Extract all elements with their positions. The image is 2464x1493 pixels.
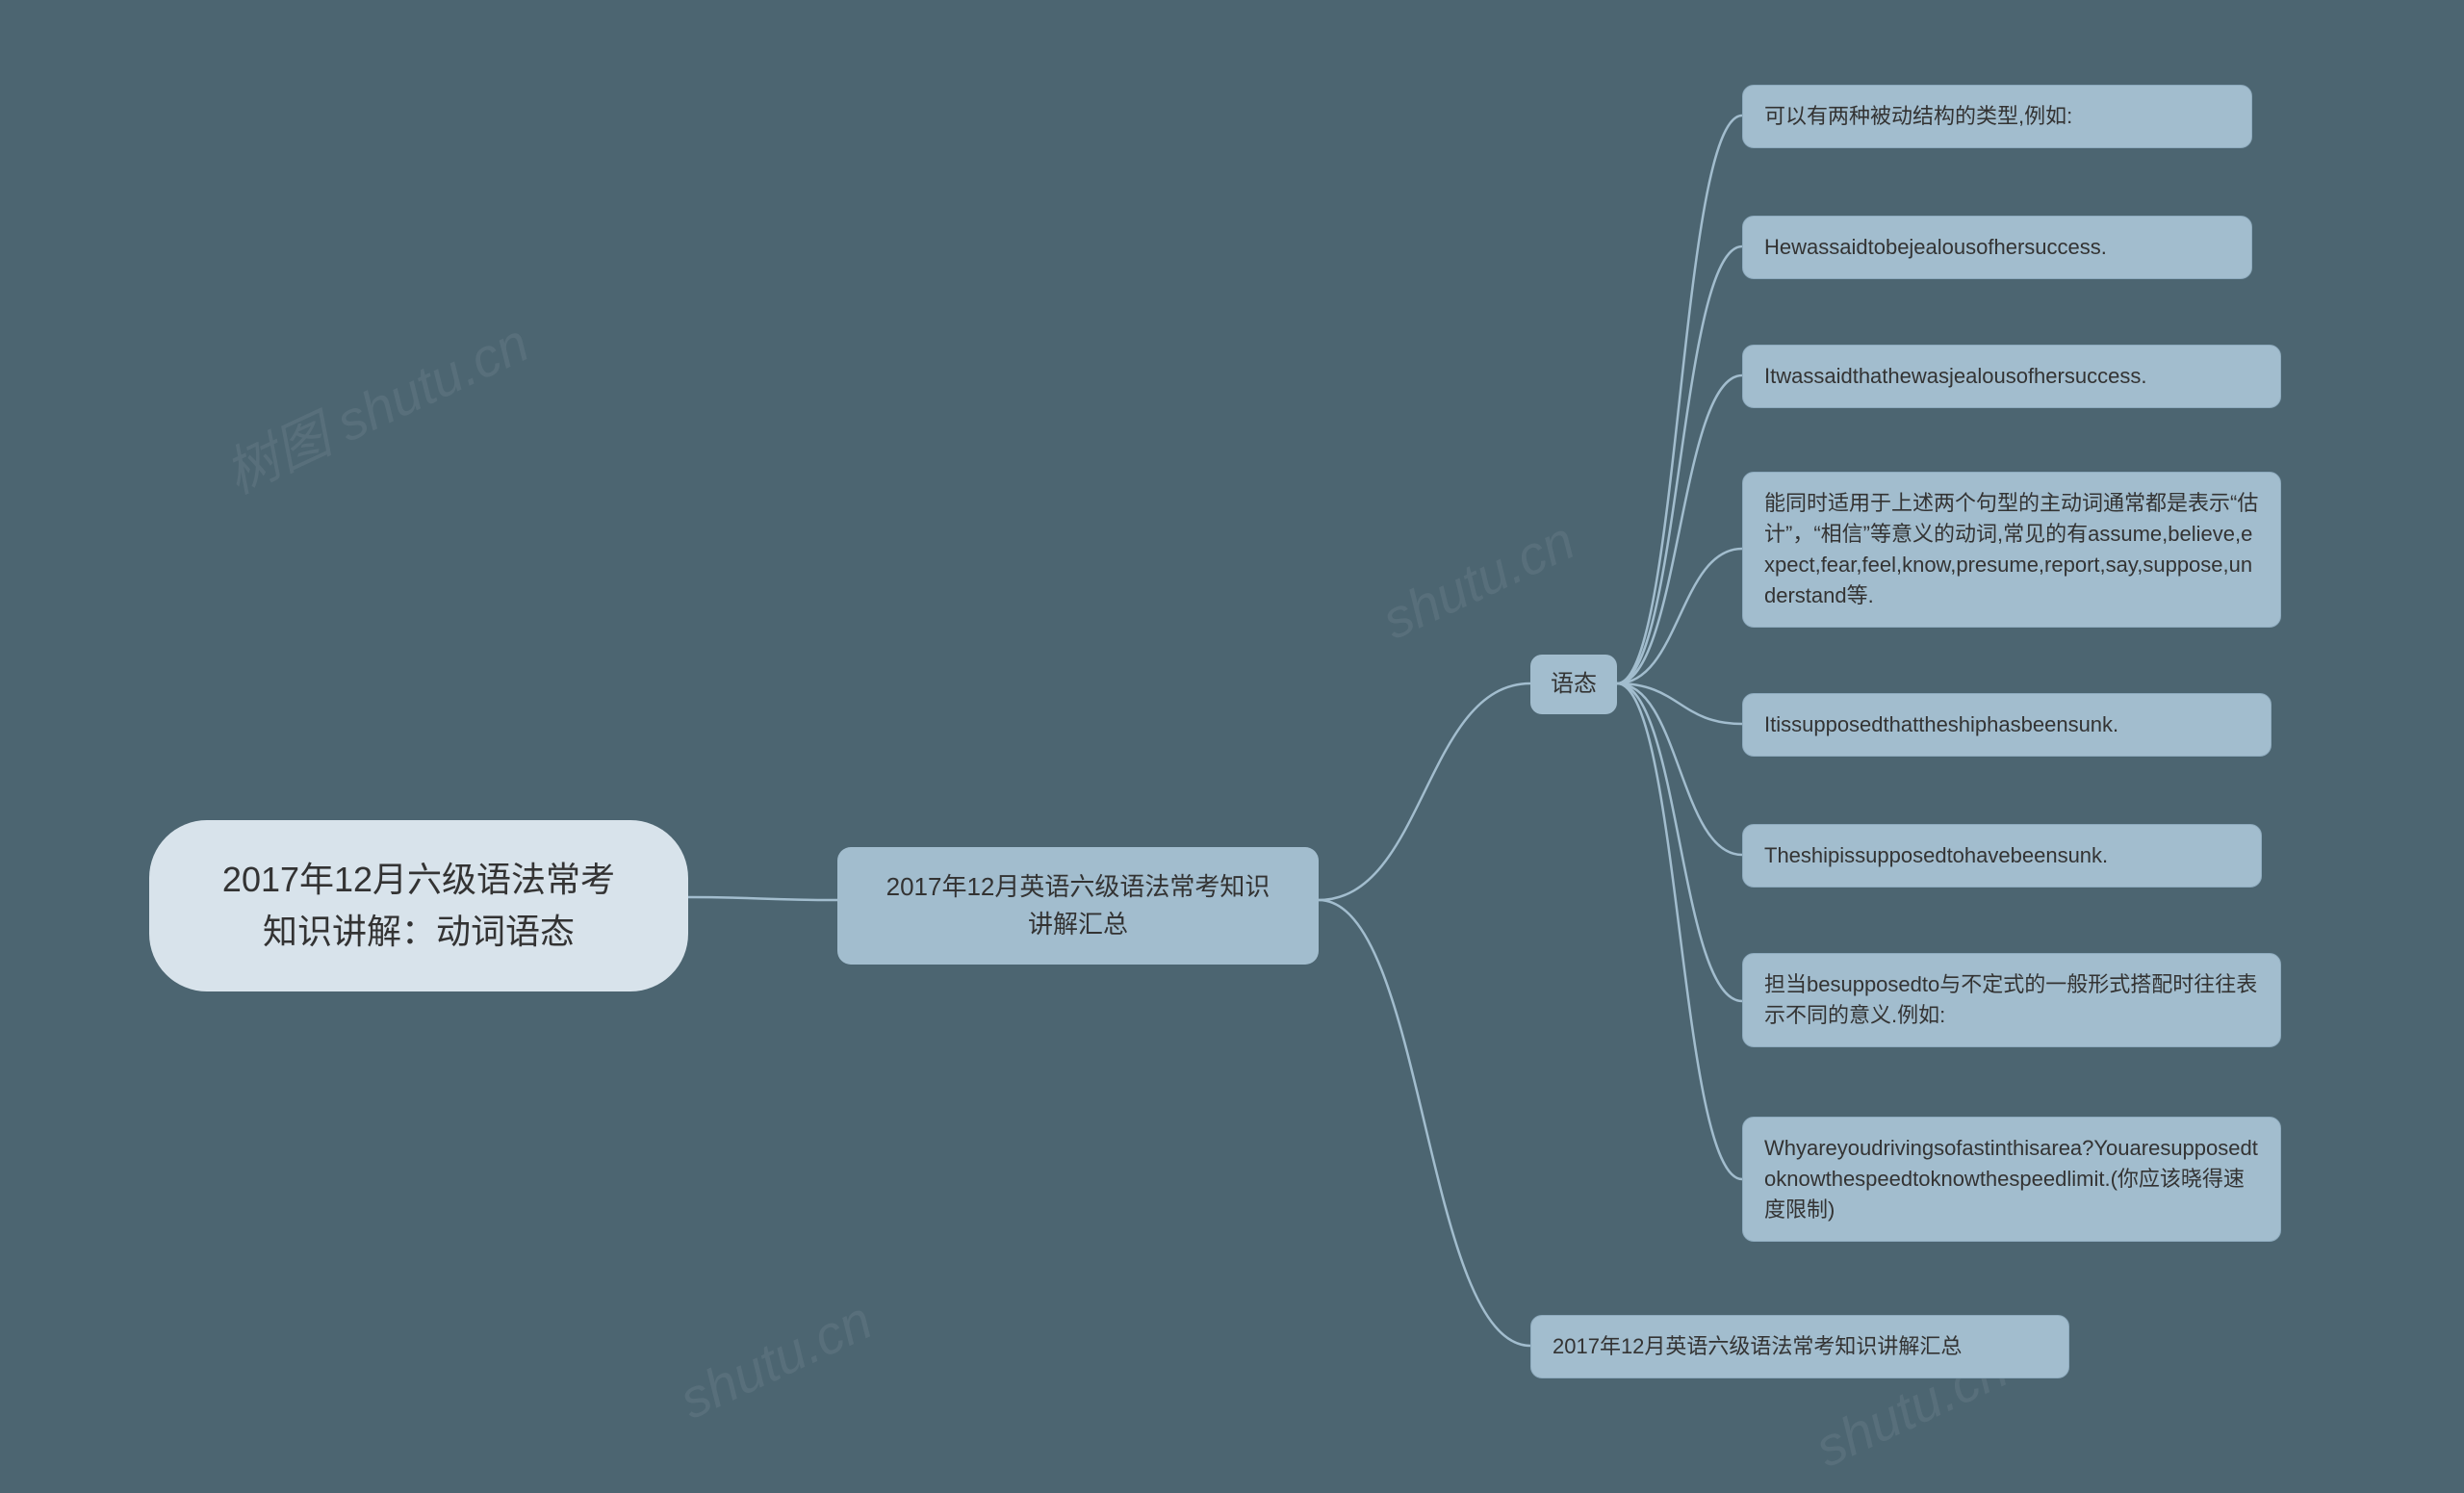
level1-label: 2017年12月英语六级语法常考知识讲解汇总 — [886, 868, 1270, 943]
leaf-label: Itwassaidthathewasjealousofhersuccess. — [1764, 361, 2146, 392]
leaf-node[interactable]: Theshipissupposedtohavebeensunk. — [1742, 824, 2262, 888]
leaf-label: Hewassaidtobejealousofhersuccess. — [1764, 232, 2107, 263]
leaf-label: Itissupposedthattheshiphasbeensunk. — [1764, 709, 2118, 740]
voice-label: 语态 — [1551, 668, 1597, 701]
root-node[interactable]: 2017年12月六级语法常考知识讲解：动词语态 — [149, 820, 688, 991]
leaf-node[interactable]: 可以有两种被动结构的类型,例如: — [1742, 85, 2252, 148]
leaf-node[interactable]: Hewassaidtobejealousofhersuccess. — [1742, 216, 2252, 279]
leaf-label: 担当besupposedto与不定式的一般形式搭配时往往表示不同的意义.例如: — [1764, 969, 2259, 1031]
leaf-node[interactable]: Itissupposedthattheshiphasbeensunk. — [1742, 693, 2272, 757]
bottom-leaf-label: 2017年12月英语六级语法常考知识讲解汇总 — [1553, 1331, 1962, 1362]
leaf-label: 能同时适用于上述两个句型的主动词通常都是表示“估计”，“相信”等意义的动词,常见… — [1764, 488, 2259, 611]
bottom-leaf-node[interactable]: 2017年12月英语六级语法常考知识讲解汇总 — [1530, 1315, 2069, 1378]
leaf-node[interactable]: Itwassaidthathewasjealousofhersuccess. — [1742, 345, 2281, 408]
voice-node[interactable]: 语态 — [1530, 655, 1617, 714]
watermark: shutu.cn — [1373, 508, 1583, 651]
leaf-label: Theshipissupposedtohavebeensunk. — [1764, 840, 2108, 871]
level1-node[interactable]: 2017年12月英语六级语法常考知识讲解汇总 — [837, 847, 1319, 965]
leaf-label: Whyareyoudrivingsofastinthisarea?Youares… — [1764, 1133, 2259, 1225]
leaf-label: 可以有两种被动结构的类型,例如: — [1764, 101, 2072, 132]
watermark: 树图 shutu.cn — [211, 300, 540, 509]
watermark: shutu.cn — [670, 1288, 881, 1430]
leaf-node[interactable]: 担当besupposedto与不定式的一般形式搭配时往往表示不同的意义.例如: — [1742, 953, 2281, 1047]
root-label: 2017年12月六级语法常考知识讲解：动词语态 — [222, 854, 615, 958]
leaf-node[interactable]: Whyareyoudrivingsofastinthisarea?Youares… — [1742, 1117, 2281, 1242]
leaf-node[interactable]: 能同时适用于上述两个句型的主动词通常都是表示“估计”，“相信”等意义的动词,常见… — [1742, 472, 2281, 628]
